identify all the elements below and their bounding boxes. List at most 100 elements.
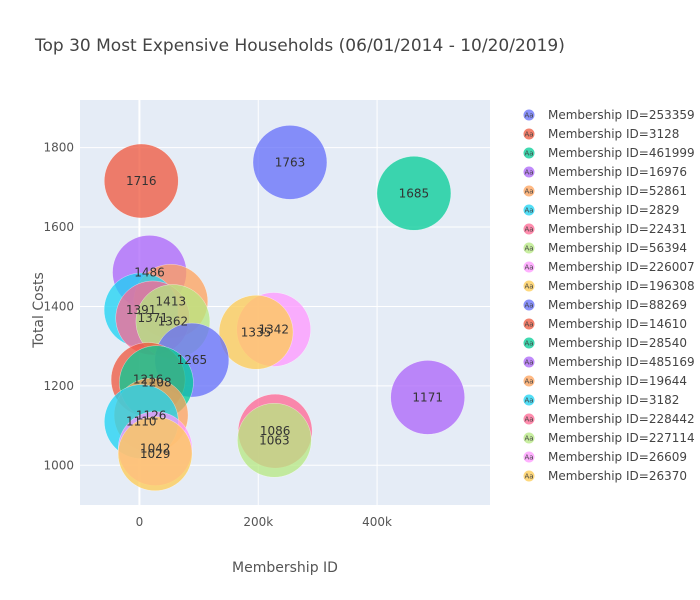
bubble[interactable]	[218, 295, 294, 370]
legend-label: Membership ID=461999	[548, 146, 695, 160]
bubble-label: 1413	[156, 294, 187, 308]
y-tick-label: 1200	[43, 379, 74, 393]
y-tick-label: 1600	[43, 220, 74, 234]
legend-item[interactable]: Aa Membership ID=26370	[523, 469, 688, 483]
legend-symbol: Aa	[524, 112, 533, 120]
legend-item[interactable]: Aa Membership ID=16976	[523, 165, 688, 179]
x-tick-label: 400k	[362, 515, 392, 529]
bubble[interactable]	[237, 403, 312, 478]
legend-symbol: Aa	[524, 188, 533, 196]
legend-marker	[523, 375, 535, 387]
legend-item[interactable]: Aa Membership ID=14610	[523, 317, 688, 331]
legend-item[interactable]: Aa Membership ID=253359	[523, 108, 695, 122]
legend-marker	[523, 185, 535, 197]
legend-symbol: Aa	[524, 302, 533, 310]
legend-label: Membership ID=26609	[548, 450, 687, 464]
legend-symbol: Aa	[524, 169, 533, 177]
bubble-label: 1042	[140, 442, 171, 456]
legend-label: Membership ID=485169	[548, 355, 695, 369]
legend-label: Membership ID=28540	[548, 336, 687, 350]
bubble-label: 1685	[399, 186, 430, 200]
legend-item[interactable]: Aa Membership ID=19644	[523, 374, 688, 388]
legend[interactable]: Aa Membership ID=253359 Aa Membership ID=31…	[523, 108, 695, 483]
legend-symbol: Aa	[524, 416, 533, 424]
bubble[interactable]	[252, 125, 328, 200]
bubble-label: 1716	[126, 174, 157, 188]
y-axis-title: Total Costs	[31, 272, 47, 349]
bubble[interactable]	[104, 143, 179, 219]
legend-label: Membership ID=14610	[548, 317, 687, 331]
legend-item[interactable]: Aa Membership ID=3182	[523, 393, 680, 407]
legend-item[interactable]: Aa Membership ID=52861	[523, 184, 688, 198]
legend-symbol: Aa	[524, 245, 533, 253]
legend-label: Membership ID=2829	[548, 203, 679, 217]
legend-symbol: Aa	[524, 283, 533, 291]
y-tick-label: 1000	[43, 458, 74, 472]
legend-label: Membership ID=226007	[548, 260, 695, 274]
bubble-label: 1171	[412, 390, 443, 404]
legend-label: Membership ID=3182	[548, 393, 679, 407]
legend-marker	[523, 242, 535, 254]
y-tick-label: 1800	[43, 141, 74, 155]
legend-item[interactable]: Aa Membership ID=226007	[523, 260, 695, 274]
legend-marker	[523, 128, 535, 140]
legend-item[interactable]: Aa Membership ID=2829	[523, 203, 680, 217]
bubble-label: 1362	[158, 315, 189, 329]
bubble-label: 1335	[241, 325, 272, 339]
bubble-label: 1086	[260, 424, 291, 438]
legend-label: Membership ID=3128	[548, 127, 679, 141]
x-axis-title: Membership ID	[232, 560, 338, 576]
legend-marker	[523, 147, 535, 159]
legend-symbol: Aa	[524, 340, 533, 348]
bubble[interactable]	[390, 360, 465, 435]
legend-symbol: Aa	[524, 473, 533, 481]
legend-symbol: Aa	[524, 264, 533, 272]
legend-label: Membership ID=52861	[548, 184, 687, 198]
legend-marker	[523, 432, 535, 444]
legend-marker	[523, 280, 535, 292]
y-tick-labels: 1000 1200 1400 1600 1800	[43, 141, 74, 473]
legend-marker	[523, 261, 535, 273]
bubble-label: 1391	[126, 303, 157, 317]
legend-item[interactable]: Aa Membership ID=22431	[523, 222, 688, 236]
legend-symbol: Aa	[524, 397, 533, 405]
legend-label: Membership ID=196308	[548, 279, 695, 293]
legend-item[interactable]: Aa Membership ID=461999	[523, 146, 695, 160]
legend-item[interactable]: Aa Membership ID=88269	[523, 298, 688, 312]
bubble-label: 1486	[134, 265, 165, 279]
legend-label: Membership ID=253359	[548, 108, 695, 122]
legend-item[interactable]: Aa Membership ID=56394	[523, 241, 688, 255]
legend-symbol: Aa	[524, 150, 533, 158]
legend-symbol: Aa	[524, 435, 533, 443]
legend-label: Membership ID=227114	[548, 431, 695, 445]
x-tick-label: 0	[136, 515, 144, 529]
legend-item[interactable]: Aa Membership ID=26609	[523, 450, 688, 464]
bubble-label: 1265	[177, 353, 208, 367]
legend-item[interactable]: Aa Membership ID=228442	[523, 412, 695, 426]
bubble-label: 1029	[140, 447, 171, 461]
legend-symbol: Aa	[524, 359, 533, 367]
legend-symbol: Aa	[524, 454, 533, 462]
y-tick-label: 1400	[43, 299, 74, 313]
legend-item[interactable]: Aa Membership ID=227114	[523, 431, 695, 445]
bubble[interactable]	[117, 416, 193, 492]
bubble-label: 1371	[137, 311, 168, 325]
bubble-label: 1763	[275, 155, 306, 169]
legend-label: Membership ID=88269	[548, 298, 687, 312]
legend-marker	[523, 356, 535, 368]
bubble[interactable]	[376, 156, 452, 231]
legend-item[interactable]: Aa Membership ID=485169	[523, 355, 695, 369]
legend-item[interactable]: Aa Membership ID=196308	[523, 279, 695, 293]
bubble-label: 1110	[126, 415, 157, 429]
legend-item[interactable]: Aa Membership ID=3128	[523, 127, 680, 141]
legend-symbol: Aa	[524, 226, 533, 234]
legend-label: Membership ID=26370	[548, 469, 687, 483]
bubble-label: 1342	[258, 323, 289, 337]
bubbles	[103, 125, 465, 492]
legend-label: Membership ID=22431	[548, 222, 687, 236]
legend-label: Membership ID=19644	[548, 374, 687, 388]
legend-marker	[523, 451, 535, 463]
legend-item[interactable]: Aa Membership ID=28540	[523, 336, 688, 350]
x-tick-labels: 0 200k 400k	[136, 515, 392, 529]
legend-marker	[523, 318, 535, 330]
